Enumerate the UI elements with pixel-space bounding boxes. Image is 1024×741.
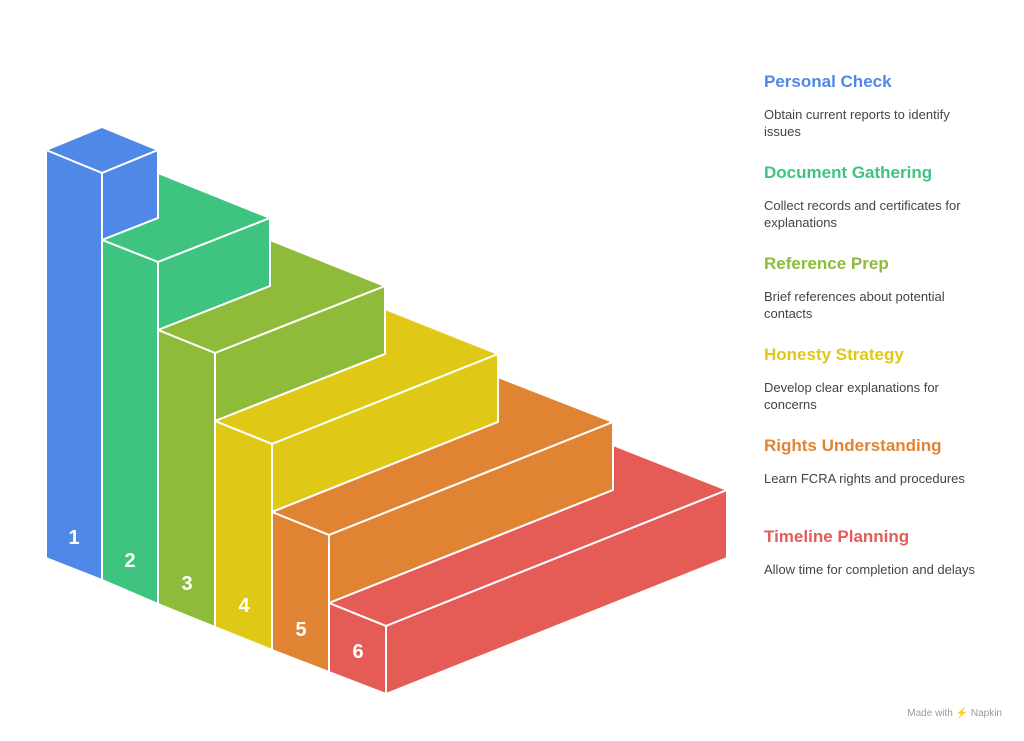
legend-description: Learn FCRA rights and procedures <box>764 471 965 486</box>
legend-title: Honesty Strategy <box>764 345 904 364</box>
legend-description: Collect records and certificates for exp… <box>764 198 961 230</box>
legend-title: Document Gathering <box>764 163 933 182</box>
legend-description: Develop clear explanations for concerns <box>764 380 939 412</box>
step-6: 6 <box>328 444 728 695</box>
step-2-number: 2 <box>124 550 135 572</box>
legend-title: Personal Check <box>764 72 892 91</box>
step-3-number: 3 <box>181 573 192 595</box>
legend-title: Reference Prep <box>764 254 889 273</box>
legend-item-6: Timeline Planning Allow time for complet… <box>764 527 1004 578</box>
legend-item-1: Personal Check Obtain current reports to… <box>764 72 1004 140</box>
step-1-front <box>45 149 103 581</box>
legend-title: Rights Understanding <box>764 436 942 455</box>
legend-description: Brief references about potential contact… <box>764 289 945 321</box>
legend-item-4: Honesty Strategy Develop clear explanati… <box>764 345 1004 413</box>
legend-item-3: Reference Prep Brief references about po… <box>764 254 1004 322</box>
made-with-napkin-credit: Made with ⚡ Napkin <box>907 708 1002 719</box>
legend-description: Allow time for completion and delays <box>764 562 975 577</box>
legend-item-5: Rights Understanding Learn FCRA rights a… <box>764 436 1004 487</box>
step-5-front <box>271 511 330 673</box>
step-2: 2 <box>101 172 271 605</box>
step-5: 5 <box>271 376 614 673</box>
step-4-number: 4 <box>238 595 250 617</box>
legend-title: Timeline Planning <box>764 527 910 546</box>
step-6-front <box>328 602 387 695</box>
step-1-number: 1 <box>68 527 79 549</box>
step-4: 4 <box>214 308 499 651</box>
step-3: 3 <box>157 239 386 628</box>
step-5-number: 5 <box>295 619 306 641</box>
step-6-number: 6 <box>352 641 363 663</box>
legend-item-2: Document Gathering Collect records and c… <box>764 163 1004 231</box>
legend-description: Obtain current reports to identify issue… <box>764 107 950 139</box>
step-1: 1 <box>45 126 159 581</box>
